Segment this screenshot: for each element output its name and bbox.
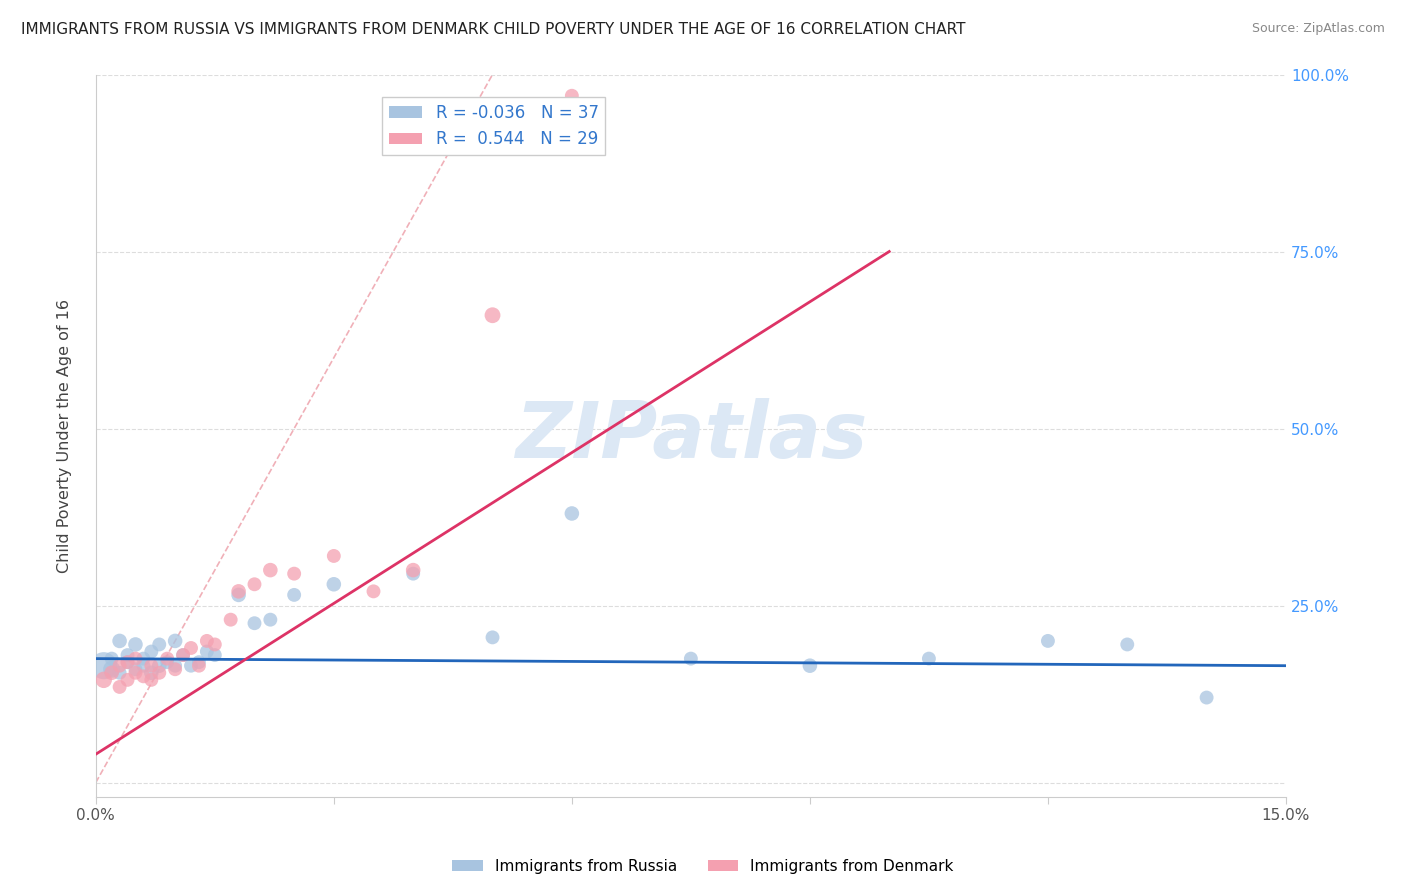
Point — [561, 507, 583, 521]
Point — [283, 566, 305, 581]
Point — [195, 634, 218, 648]
Point — [243, 616, 266, 631]
Point — [141, 665, 163, 680]
Point — [108, 658, 131, 673]
Point — [124, 651, 146, 665]
Point — [156, 655, 179, 669]
Point — [180, 640, 202, 655]
Point — [228, 584, 250, 599]
Point — [108, 680, 131, 694]
Point — [228, 588, 250, 602]
Point — [132, 669, 155, 683]
Point — [148, 665, 170, 680]
Point — [108, 665, 131, 680]
Point — [195, 644, 218, 658]
Point — [180, 658, 202, 673]
Point — [243, 577, 266, 591]
Point — [259, 613, 281, 627]
Point — [165, 662, 187, 676]
Text: ZIPatlas: ZIPatlas — [515, 398, 868, 474]
Point — [204, 648, 226, 662]
Point — [481, 631, 503, 645]
Legend: R = -0.036   N = 37, R =  0.544   N = 29: R = -0.036 N = 37, R = 0.544 N = 29 — [382, 97, 605, 155]
Point — [108, 634, 131, 648]
Point — [93, 658, 115, 673]
Point — [124, 662, 146, 676]
Point — [172, 648, 194, 662]
Point — [402, 563, 425, 577]
Text: Source: ZipAtlas.com: Source: ZipAtlas.com — [1251, 22, 1385, 36]
Point — [481, 308, 503, 322]
Point — [1036, 634, 1059, 648]
Point — [117, 648, 139, 662]
Point — [132, 658, 155, 673]
Point — [93, 673, 115, 687]
Point — [1195, 690, 1218, 705]
Point — [402, 566, 425, 581]
Point — [165, 634, 187, 648]
Point — [148, 658, 170, 673]
Point — [156, 651, 179, 665]
Point — [1116, 637, 1139, 651]
Point — [172, 648, 194, 662]
Point — [679, 651, 702, 665]
Point — [259, 563, 281, 577]
Point — [100, 662, 122, 676]
Legend: Immigrants from Russia, Immigrants from Denmark: Immigrants from Russia, Immigrants from … — [446, 853, 960, 880]
Point — [799, 658, 821, 673]
Point — [283, 588, 305, 602]
Point — [918, 651, 941, 665]
Point — [132, 651, 155, 665]
Point — [219, 613, 242, 627]
Point — [100, 651, 122, 665]
Point — [124, 637, 146, 651]
Point — [141, 658, 163, 673]
Point — [165, 658, 187, 673]
Text: IMMIGRANTS FROM RUSSIA VS IMMIGRANTS FROM DENMARK CHILD POVERTY UNDER THE AGE OF: IMMIGRANTS FROM RUSSIA VS IMMIGRANTS FRO… — [21, 22, 966, 37]
Point — [117, 655, 139, 669]
Point — [117, 673, 139, 687]
Point — [141, 644, 163, 658]
Point — [322, 549, 344, 563]
Point — [148, 637, 170, 651]
Y-axis label: Child Poverty Under the Age of 16: Child Poverty Under the Age of 16 — [58, 299, 72, 573]
Point — [141, 673, 163, 687]
Point — [363, 584, 385, 599]
Point — [100, 665, 122, 680]
Point — [187, 658, 209, 673]
Point — [204, 637, 226, 651]
Point — [124, 665, 146, 680]
Point — [322, 577, 344, 591]
Point — [187, 655, 209, 669]
Point — [561, 88, 583, 103]
Point — [117, 655, 139, 669]
